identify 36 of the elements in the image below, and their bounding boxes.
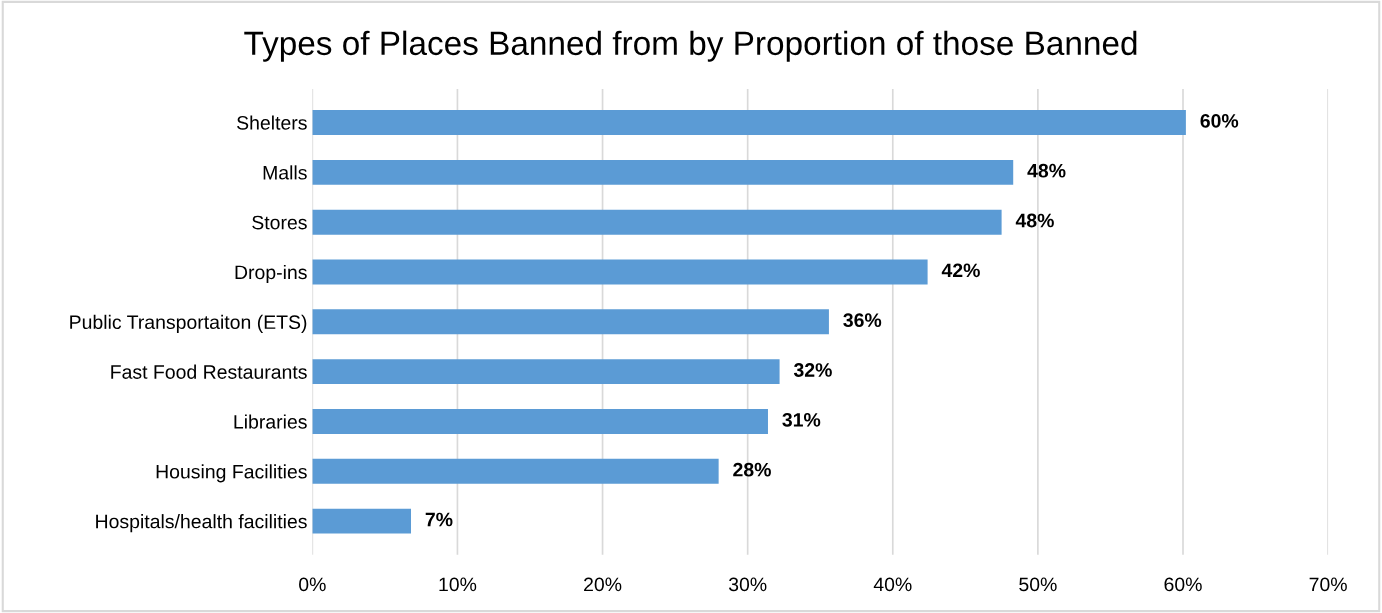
x-tick-label: 70% (1309, 577, 1347, 592)
y-tick-label: Libraries (234, 414, 307, 429)
bar (312, 458, 719, 484)
chart-title: Types of Places Banned from by Proportion of those Banned (244, 30, 1137, 62)
y-tick-label: Drop-ins (235, 264, 307, 284)
data-label: 42% (941, 263, 980, 278)
x-tick-label: 0% (299, 577, 326, 592)
data-label: 28% (733, 462, 771, 477)
y-tick-label: Shelters (237, 115, 307, 130)
data-label: 31% (782, 412, 821, 427)
bar (312, 309, 829, 335)
bar (312, 508, 412, 534)
y-tick-label: Housing Facilities (156, 464, 307, 483)
x-tick-label: 60% (1164, 577, 1202, 592)
x-tick-label: 30% (728, 577, 767, 592)
x-tick-label: 50% (1019, 577, 1057, 592)
data-label: 48% (1015, 213, 1054, 228)
bar (312, 259, 928, 285)
y-tick-label: Malls (263, 165, 307, 180)
bar (312, 409, 768, 434)
y-tick-label: Public Transportaiton (ETS) (70, 314, 307, 333)
data-label: 36% (843, 313, 882, 328)
bar (312, 209, 1002, 235)
x-tick-label: 40% (873, 577, 912, 592)
data-label: 60% (1200, 113, 1239, 128)
bar (312, 110, 1186, 135)
y-tick-label: Stores (252, 215, 307, 230)
bar (312, 359, 780, 385)
bar (312, 159, 1014, 185)
data-label: 48% (1027, 163, 1066, 178)
y-tick-label: Hospitals/health facilities (96, 514, 307, 533)
data-label: 32% (793, 363, 832, 377)
data-label: 7% (425, 512, 453, 527)
x-tick-label: 10% (439, 577, 477, 592)
x-tick-label: 20% (584, 577, 622, 592)
y-tick-label: Fast Food Restaurants (111, 364, 307, 379)
